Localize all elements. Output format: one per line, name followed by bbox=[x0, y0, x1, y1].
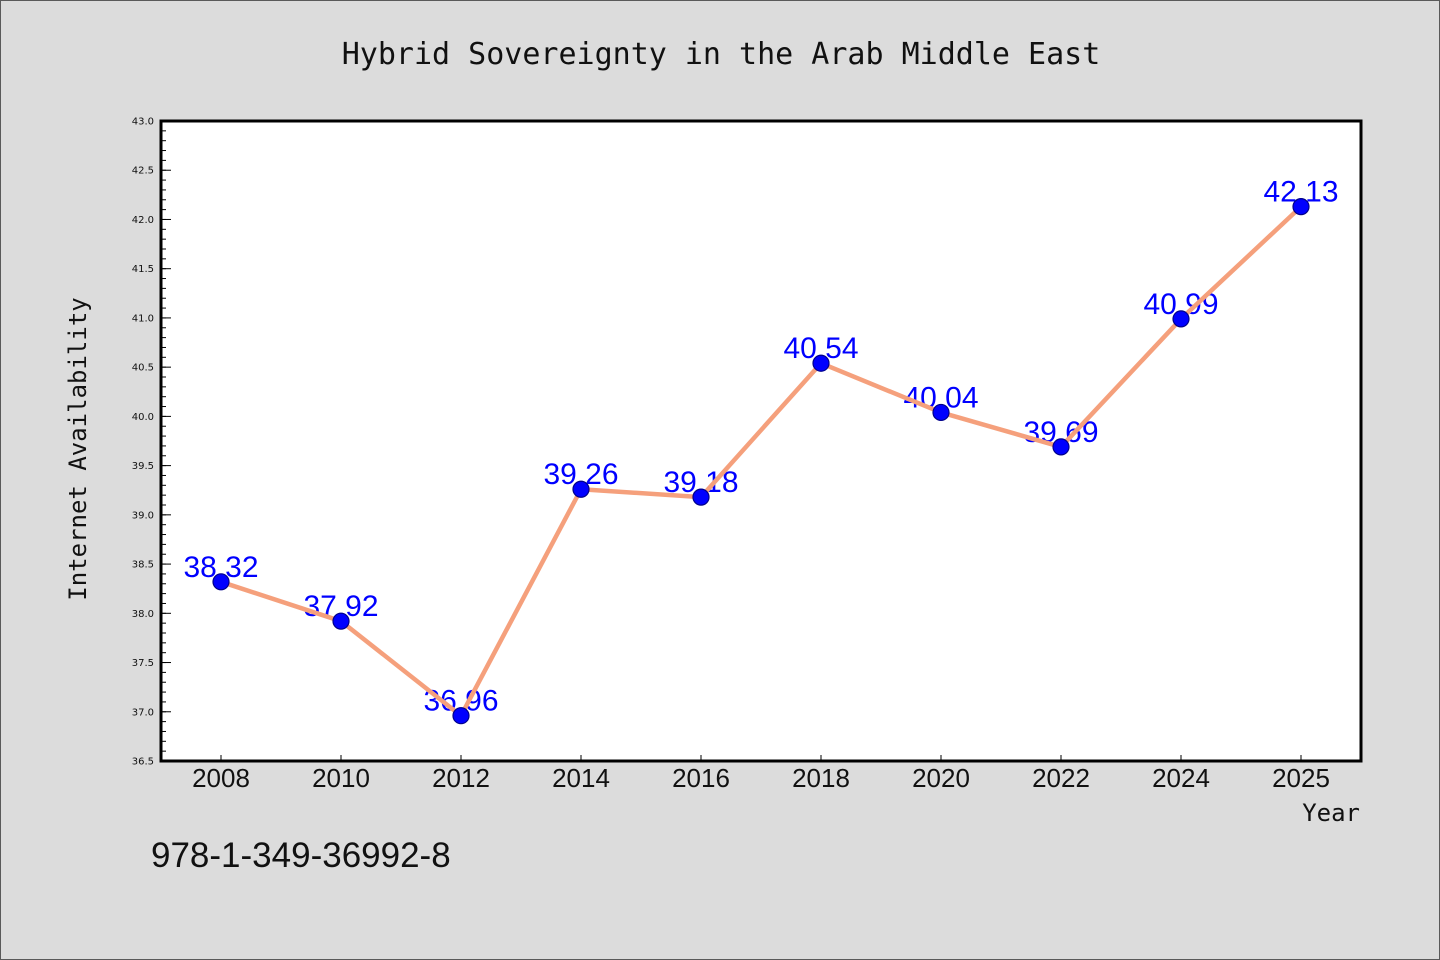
y-tick-label: 43.0 bbox=[132, 117, 154, 128]
y-tick-label: 37.5 bbox=[132, 658, 154, 669]
data-point bbox=[812, 354, 830, 372]
x-tick-label: 2024 bbox=[1152, 763, 1210, 793]
x-tick-label: 2022 bbox=[1032, 763, 1090, 793]
x-axis-label: Year bbox=[1302, 799, 1360, 827]
data-point bbox=[212, 573, 230, 591]
plot-frame bbox=[159, 119, 1363, 763]
y-axis-label: Internet Availability bbox=[64, 297, 92, 600]
x-tick-label: 2016 bbox=[672, 763, 730, 793]
data-markers bbox=[212, 198, 1310, 725]
x-tick-label: 2012 bbox=[432, 763, 490, 793]
plot-area bbox=[161, 121, 1361, 761]
isbn-annotation: 978-1-349-36992-8 bbox=[151, 836, 451, 875]
data-point bbox=[1172, 310, 1190, 328]
y-tick-label: 39.0 bbox=[132, 510, 154, 521]
y-tick-label: 40.0 bbox=[132, 412, 154, 423]
y-tick-label: 36.5 bbox=[132, 757, 154, 768]
x-tick-label: 2010 bbox=[312, 763, 370, 793]
x-tick-label: 2018 bbox=[792, 763, 850, 793]
data-point bbox=[1292, 198, 1310, 216]
y-tick-label: 42.5 bbox=[132, 166, 154, 177]
y-tick-label: 41.0 bbox=[132, 313, 154, 324]
y-tick-label: 42.0 bbox=[132, 215, 154, 226]
y-tick-label: 39.5 bbox=[132, 461, 154, 472]
y-tick-label: 38.0 bbox=[132, 609, 154, 620]
data-point bbox=[1052, 438, 1070, 456]
y-tick-label: 38.5 bbox=[132, 560, 154, 571]
series-line bbox=[218, 204, 1304, 718]
y-tick-label: 37.0 bbox=[132, 707, 154, 718]
x-tick-label: 2020 bbox=[912, 763, 970, 793]
x-tick-label: 2014 bbox=[552, 763, 610, 793]
data-point bbox=[452, 707, 470, 725]
axis-ticks: 36.5 37.0 37.5 38.0 38.5 39.0 39.5 40.0 40.5 41.0… bbox=[132, 117, 1330, 794]
y-tick-label: 41.5 bbox=[132, 264, 154, 275]
data-point bbox=[932, 403, 950, 422]
data-point bbox=[332, 612, 350, 630]
x-tick-label: 2025 bbox=[1272, 763, 1330, 793]
x-tick-label: 2008 bbox=[192, 763, 250, 793]
chart-title: Hybrid Sovereignty in the Arab Middle Ea… bbox=[342, 37, 1101, 72]
data-point bbox=[572, 480, 590, 498]
y-tick-label: 40.5 bbox=[132, 363, 154, 374]
data-point bbox=[692, 488, 710, 506]
